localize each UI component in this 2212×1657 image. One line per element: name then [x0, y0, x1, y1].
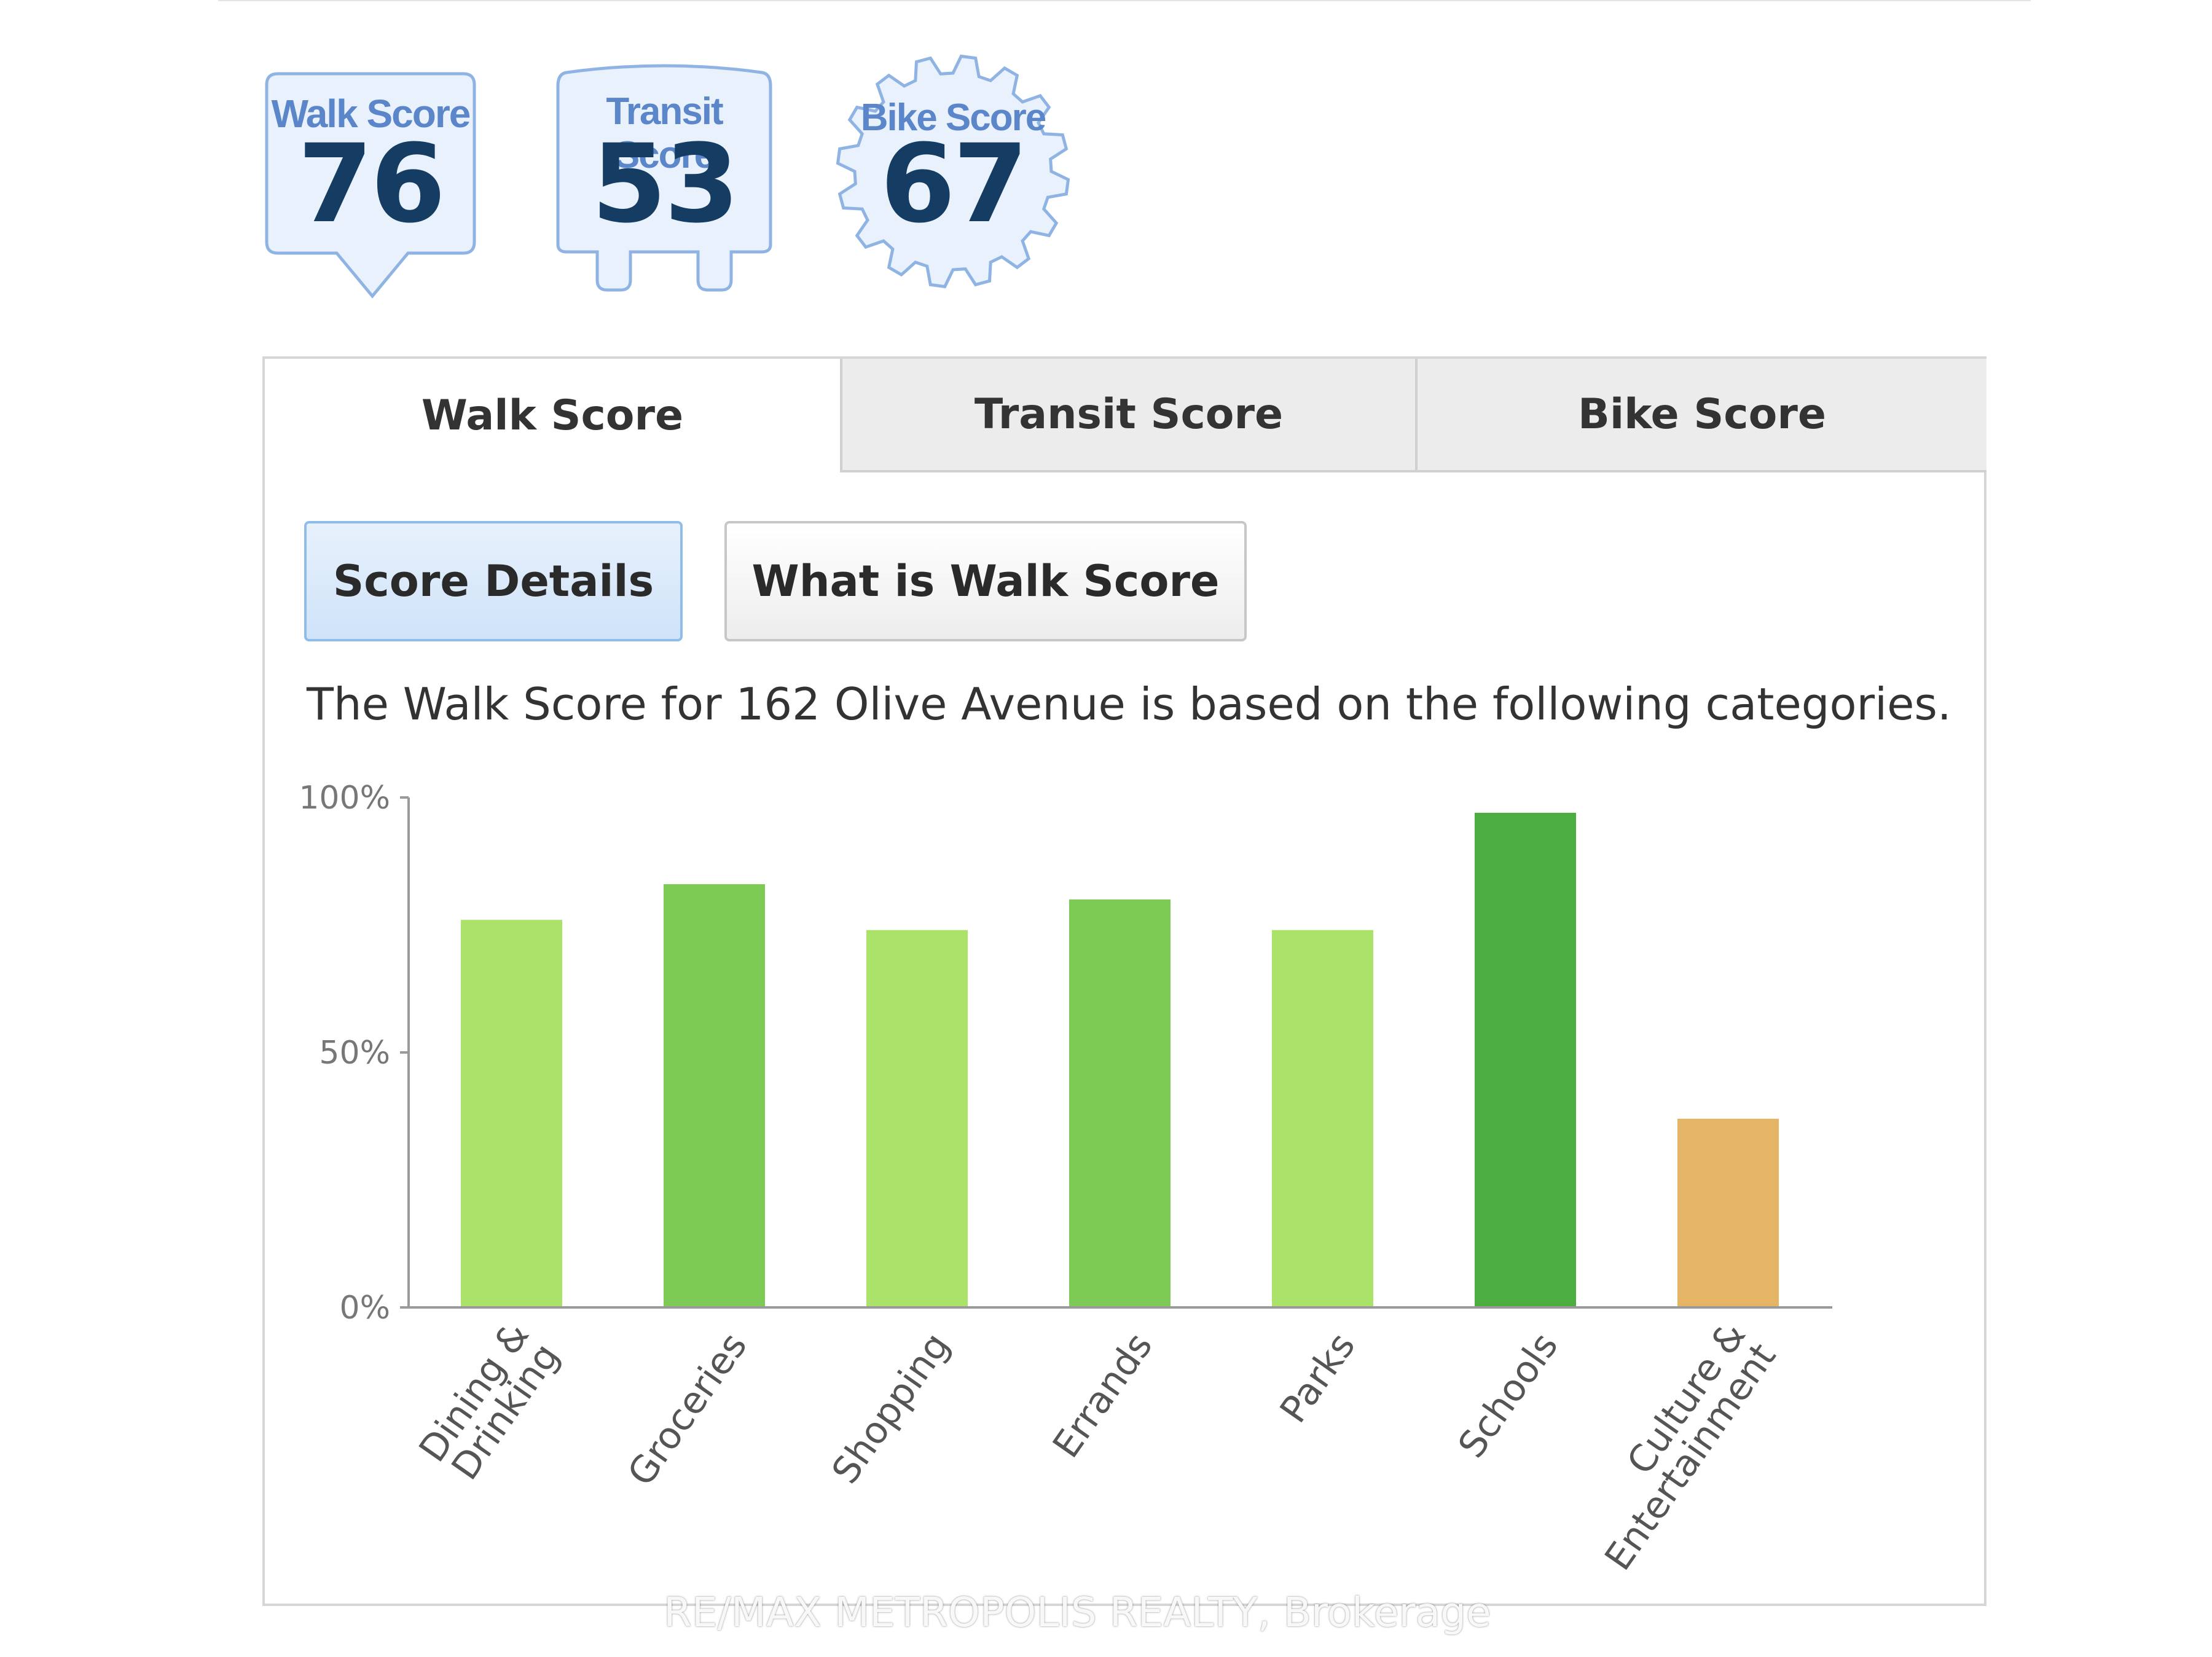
bike-score-badge-label: Bike Score	[860, 96, 1047, 139]
x-tick-label-line: Parks	[1272, 1325, 1364, 1431]
tab-transit-score[interactable]: Transit Score	[840, 359, 1415, 472]
x-tick-label: Dining &Drinking	[411, 1315, 568, 1488]
x-tick-label: Schools	[1450, 1325, 1567, 1466]
walk-score-badge-value: 76	[297, 121, 446, 247]
pin-badge-icon	[265, 72, 476, 299]
tab-walk-score[interactable]: Walk Score	[265, 359, 840, 472]
y-tick-label: 0%	[340, 1290, 391, 1326]
bar-errands	[1069, 899, 1171, 1306]
transit-score-badge-value: 53	[591, 121, 740, 247]
x-tick-label-line: Errands	[1045, 1325, 1161, 1466]
x-tick-label-line: Shopping	[824, 1325, 959, 1492]
y-tick-label: 50%	[319, 1035, 390, 1071]
bar-dining-drinking	[461, 920, 562, 1306]
score-tabs: Walk Score Transit Score Bike Score	[265, 359, 1986, 472]
bar-shopping	[866, 930, 968, 1306]
x-tick-label: Errands	[1045, 1325, 1161, 1466]
x-tick-label-line: Schools	[1450, 1325, 1567, 1466]
what-is-walk-score-button[interactable]: What is Walk Score	[724, 521, 1247, 641]
gear-badge-icon	[836, 54, 1070, 289]
bike-score-badge[interactable]: Bike Score 67	[833, 52, 1073, 291]
bar-parks	[1272, 930, 1373, 1306]
transit-score-badge-label: Transit Score	[606, 90, 723, 176]
bar-groceries	[664, 884, 765, 1306]
bar-schools	[1475, 812, 1576, 1306]
transit-score-badge[interactable]: Transit Score 53	[554, 64, 774, 294]
score-details-button[interactable]: Score Details	[304, 521, 683, 641]
top-divider	[218, 0, 2031, 1]
x-tick-label: Groceries	[619, 1325, 755, 1494]
bus-badge-icon	[556, 64, 772, 292]
x-tick-label: Shopping	[824, 1325, 959, 1492]
y-tick-label: 100%	[299, 780, 390, 817]
walk-score-badge-label: Walk Score	[271, 92, 471, 136]
score-description: The Walk Score for 162 Olive Avenue is b…	[307, 678, 1951, 730]
x-tick-label: Parks	[1272, 1325, 1364, 1431]
tab-bike-score[interactable]: Bike Score	[1415, 359, 1986, 472]
bar-culture-entertainment	[1677, 1118, 1779, 1306]
brokerage-watermark: RE/MAX METROPOLIS REALTY, Brokerage	[664, 1589, 1491, 1636]
bike-score-badge-value: 67	[880, 121, 1029, 247]
x-tick-label: Culture &Entertainment	[1596, 1315, 1784, 1578]
x-tick-label-line: Groceries	[619, 1325, 755, 1494]
walk-score-badge[interactable]: Walk Score 76	[263, 69, 478, 299]
